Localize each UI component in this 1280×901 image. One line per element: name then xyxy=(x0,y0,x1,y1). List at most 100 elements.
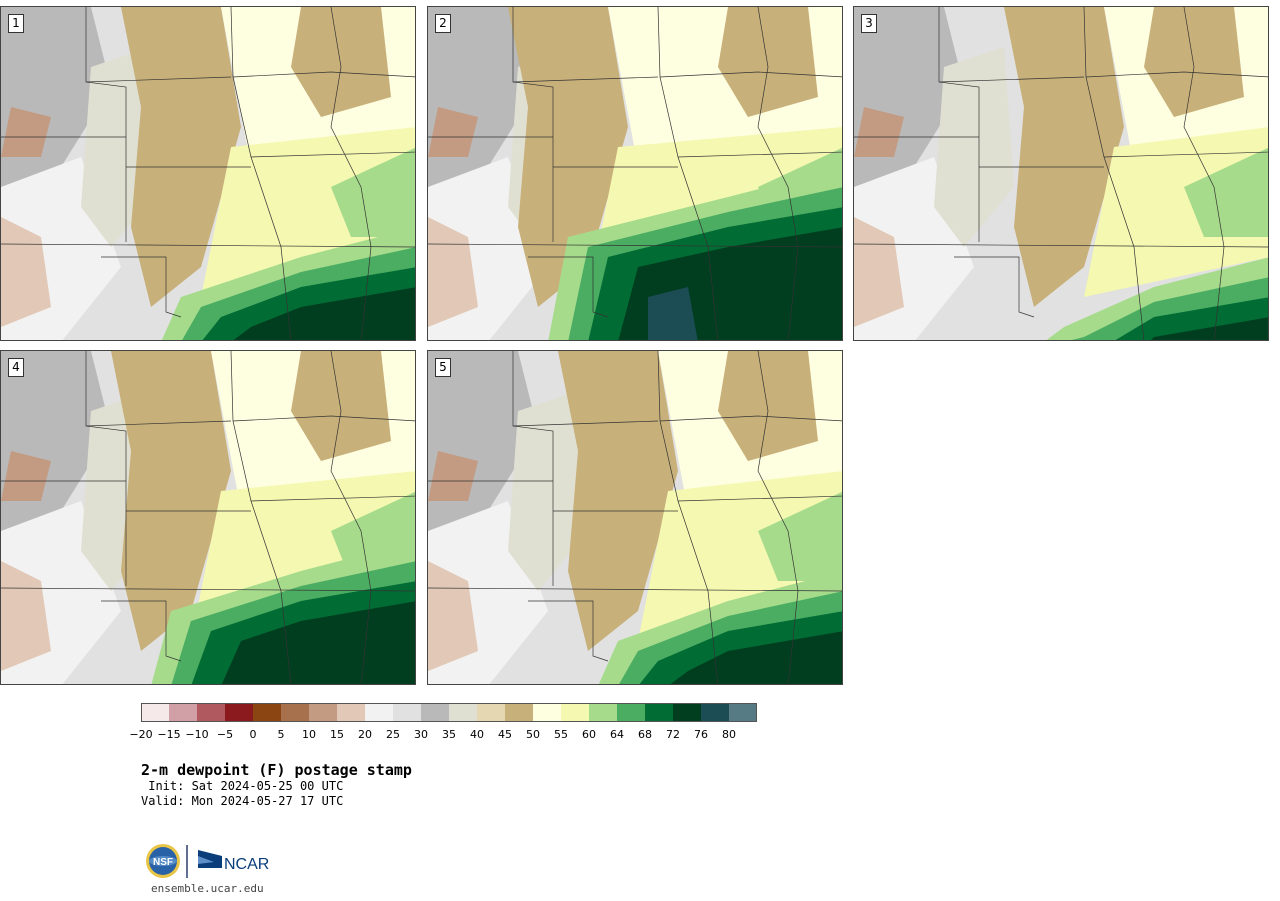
state-boundary xyxy=(330,351,372,684)
state-boundary xyxy=(1,243,415,248)
dewpoint-map-1 xyxy=(1,7,415,340)
state-boundary xyxy=(938,7,980,242)
tan-band xyxy=(558,351,678,651)
state-boundary xyxy=(330,7,372,340)
member-panel-1: 1 xyxy=(0,6,416,341)
colorbar-tick-label: 68 xyxy=(638,728,652,741)
state-boundary xyxy=(512,7,554,242)
colorbar-swatch xyxy=(393,703,421,722)
colorbar-tick-label: 80 xyxy=(722,728,736,741)
state-boundary xyxy=(232,415,415,422)
colorbar-swatch xyxy=(645,703,673,722)
state-boundary xyxy=(512,351,554,586)
state-boundary xyxy=(250,495,415,502)
colorbar-tick-label: 64 xyxy=(610,728,624,741)
state-boundary xyxy=(528,600,609,662)
state-boundary xyxy=(428,243,842,248)
colorbar-tick-label: 55 xyxy=(554,728,568,741)
colorbar-tick-label: 50 xyxy=(526,728,540,741)
dewpoint-map-4 xyxy=(1,351,415,684)
valid-time: Valid: Mon 2024-05-27 17 UTC xyxy=(141,794,344,808)
dewpoint-map-5 xyxy=(428,351,842,684)
colorbar-tick-label: 45 xyxy=(498,728,512,741)
state-boundary xyxy=(85,7,127,242)
colorbar-swatch xyxy=(281,703,309,722)
ncar-logo-text: NCAR xyxy=(224,856,269,873)
colorbar-tick-label: 15 xyxy=(330,728,344,741)
colorbar-swatch xyxy=(477,703,505,722)
member-panel-2: 2 xyxy=(427,6,843,341)
state-boundary xyxy=(85,351,127,586)
dewpoint-map-3 xyxy=(854,7,1268,340)
member-label: 5 xyxy=(435,358,451,377)
state-boundary xyxy=(85,76,232,83)
colorbar-tick-label: 10 xyxy=(302,728,316,741)
tan-band xyxy=(1004,7,1124,307)
state-boundary xyxy=(757,351,799,684)
colorbar-tick-label: 30 xyxy=(414,728,428,741)
state-boundary xyxy=(677,151,842,158)
nsf-logo-text: NSF xyxy=(153,857,173,868)
colorbar-swatch xyxy=(533,703,561,722)
state-boundary xyxy=(677,495,842,502)
state-boundary xyxy=(101,256,182,318)
colorbar-tick-labels: −20 −15 −10 −5 0 5 10 15 20 25 30 35 40 45 50 55 60 64 68 7… xyxy=(0,728,900,742)
member-label: 4 xyxy=(8,358,24,377)
colorbar-tick-label: 5 xyxy=(277,728,285,741)
member-label: 2 xyxy=(435,14,451,33)
colorbar-swatch xyxy=(253,703,281,722)
state-boundary xyxy=(659,71,842,78)
state-boundary xyxy=(101,600,182,662)
footer-url: ensemble.ucar.edu xyxy=(151,882,264,895)
state-boundary xyxy=(512,420,659,427)
state-boundary xyxy=(938,76,1085,83)
colorbar-tick-label: 76 xyxy=(694,728,708,741)
colorbar-tick-label: 35 xyxy=(442,728,456,741)
state-boundary xyxy=(659,415,842,422)
member-panel-3: 3 xyxy=(853,6,1269,341)
member-label: 3 xyxy=(861,14,877,33)
colorbar-swatch xyxy=(617,703,645,722)
state-boundary xyxy=(428,587,842,592)
state-boundary xyxy=(512,76,659,83)
colorbar-swatch xyxy=(701,703,729,722)
ncar-logo-icon: NCAR xyxy=(198,850,269,873)
colorbar-swatch xyxy=(337,703,365,722)
init-time: Init: Sat 2024-05-25 00 UTC xyxy=(141,779,344,793)
colorbar-swatch xyxy=(421,703,449,722)
colorbar-tick-label: 60 xyxy=(582,728,596,741)
state-boundary xyxy=(954,256,1035,318)
colorbar-swatch xyxy=(225,703,253,722)
colorbar-tick-label: 0 xyxy=(249,728,257,741)
colorbar-swatch xyxy=(449,703,477,722)
state-boundary xyxy=(757,7,799,340)
state-boundary xyxy=(1,587,415,592)
nsf-ncar-logo: NSF NCAR xyxy=(146,844,269,878)
colorbar-tick-label: 25 xyxy=(386,728,400,741)
colorbar-swatch xyxy=(673,703,701,722)
member-panel-5: 5 xyxy=(427,350,843,685)
state-boundary xyxy=(854,243,1268,248)
colorbar-tick-label: −10 xyxy=(185,728,209,741)
state-boundary xyxy=(1103,151,1268,158)
colorbar-swatch xyxy=(365,703,393,722)
colorbar-swatch xyxy=(309,703,337,722)
state-boundary xyxy=(1085,71,1268,78)
colorbar xyxy=(141,703,757,722)
colorbar-swatch xyxy=(141,703,169,722)
colorbar-tick-label: −15 xyxy=(157,728,181,741)
colorbar-tick-label: 40 xyxy=(470,728,484,741)
state-boundary xyxy=(250,151,415,158)
colorbar-swatch xyxy=(169,703,197,722)
product-title: 2-m dewpoint (F) postage stamp xyxy=(141,761,412,779)
colorbar-tick-label: 72 xyxy=(666,728,680,741)
colorbar-tick-label: −20 xyxy=(129,728,153,741)
colorbar-tick-label: 20 xyxy=(358,728,372,741)
colorbar-swatch xyxy=(197,703,225,722)
state-boundary xyxy=(528,256,609,318)
colorbar-swatch xyxy=(505,703,533,722)
nsf-logo-icon: NSF xyxy=(146,844,180,878)
colorbar-swatch xyxy=(561,703,589,722)
tan-band xyxy=(121,7,241,307)
tan-band xyxy=(111,351,231,651)
